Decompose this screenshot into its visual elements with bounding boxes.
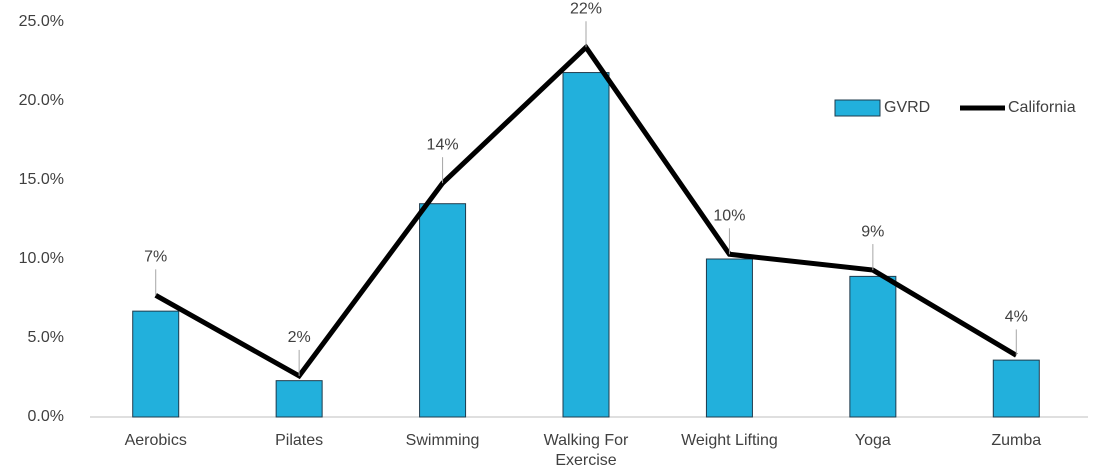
- x-tick-label: Yoga: [854, 432, 891, 449]
- x-tick-label: Aerobics: [124, 432, 187, 449]
- legend-label: GVRD: [884, 99, 930, 116]
- y-tick-label: 25.0%: [19, 13, 64, 30]
- data-label: 22%: [570, 0, 602, 17]
- x-tick-label: Pilates: [275, 432, 324, 449]
- bar: [992, 359, 1040, 418]
- bar: [562, 72, 610, 418]
- bar: [419, 203, 467, 418]
- y-tick-label: 5.0%: [28, 329, 64, 346]
- data-label: 9%: [861, 223, 884, 240]
- legend-label: California: [1008, 99, 1076, 116]
- data-label: 7%: [144, 249, 167, 266]
- bar: [705, 258, 753, 418]
- x-tick-label: Walking For Exercise: [543, 432, 629, 469]
- y-tick-label: 10.0%: [19, 250, 64, 267]
- data-label: 10%: [713, 207, 745, 224]
- y-tick-label: 20.0%: [19, 92, 64, 109]
- legend-swatch: [834, 99, 881, 117]
- bar: [132, 310, 180, 418]
- bar: [275, 380, 323, 418]
- y-tick-label: 0.0%: [28, 408, 64, 425]
- bar: [849, 275, 897, 418]
- x-tick-label: Zumba: [991, 432, 1042, 449]
- data-label: 2%: [288, 329, 311, 346]
- x-tick-label: Swimming: [405, 432, 480, 449]
- y-tick-label: 15.0%: [19, 171, 64, 188]
- data-label: 4%: [1005, 309, 1028, 326]
- x-tick-label: Weight Lifting: [681, 432, 778, 449]
- data-label: 14%: [427, 136, 459, 153]
